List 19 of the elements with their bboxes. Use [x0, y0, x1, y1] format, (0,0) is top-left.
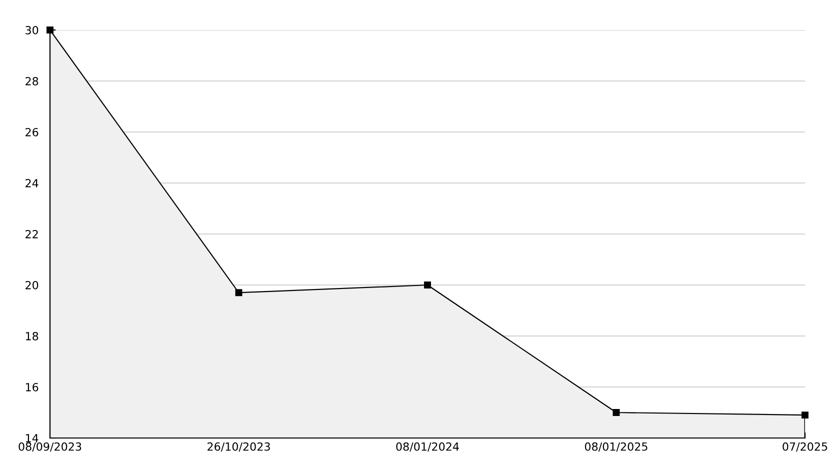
x-tick-label: 08/01/2025 [584, 442, 648, 452]
y-tick-label: 28 [26, 76, 38, 86]
point [424, 282, 431, 288]
y-tick-label: 22 [26, 230, 38, 238]
y-tick-label: 14 [26, 434, 38, 442]
x-tick-label: 08/01/2024 [396, 442, 459, 452]
y-tick-label: 18 [26, 332, 38, 340]
x-tick-label: 08/09/2023 [18, 442, 82, 452]
y-tick-label: 30 [26, 26, 38, 34]
y-tick-label: 16 [26, 382, 38, 392]
y-tick-label: 24 [26, 178, 38, 188]
x-tick-label: 07/2025 [782, 442, 828, 452]
y-tick-label: 20 [26, 280, 38, 290]
x-tick-label: 26/10/2023 [208, 442, 270, 452]
point [46, 26, 54, 34]
point [612, 409, 620, 416]
point [802, 412, 808, 419]
point [235, 289, 242, 296]
y-tick-label: 26 [26, 128, 38, 136]
